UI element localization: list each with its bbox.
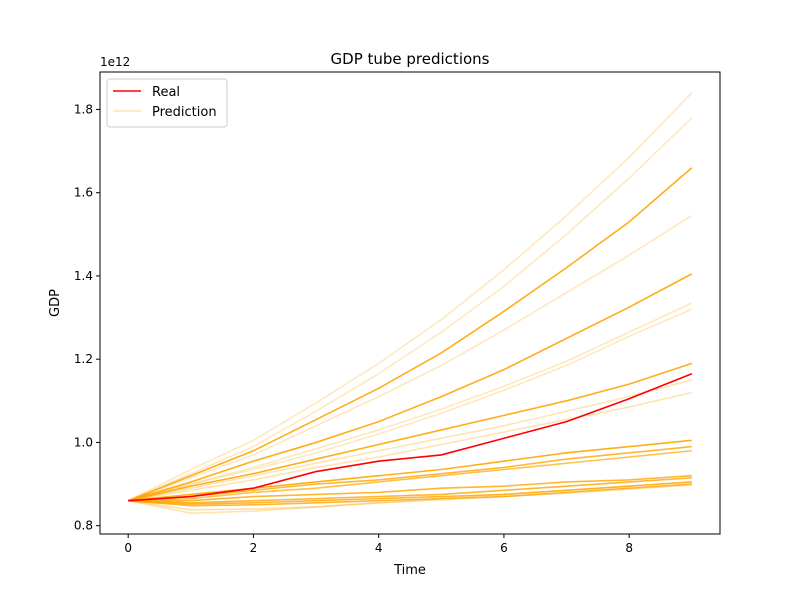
y-tick-label: 1.0 xyxy=(74,435,93,449)
prediction-line-19 xyxy=(128,481,692,514)
plot-frame xyxy=(99,71,721,535)
y-axis-title: GDP xyxy=(48,289,63,317)
x-tick-label: 0 xyxy=(124,541,132,555)
legend-prediction-label: Prediction xyxy=(152,105,217,120)
prediction-line-9 xyxy=(128,379,693,502)
prediction-lines xyxy=(127,92,693,514)
prediction-line-7 xyxy=(127,308,693,502)
x-axis-ticks: 0 2 4 6 8 xyxy=(124,534,633,555)
prediction-line-16 xyxy=(128,481,692,505)
y-tick-label: 1.2 xyxy=(74,352,93,366)
prediction-line-4 xyxy=(127,214,693,502)
y-offset-label: 1e12 xyxy=(100,55,130,69)
prediction-line-6 xyxy=(127,302,693,502)
y-tick-label: 1.4 xyxy=(74,269,93,283)
x-tick-label: 8 xyxy=(625,541,633,555)
prediction-line-3 xyxy=(127,167,693,502)
prediction-line-10 xyxy=(128,391,693,502)
x-tick-label: 4 xyxy=(375,541,383,555)
legend-real-label: Real xyxy=(152,85,180,100)
y-tick-label: 1.8 xyxy=(74,102,93,116)
prediction-line-14 xyxy=(128,474,692,502)
prediction-line-5 xyxy=(127,273,693,502)
y-tick-label: 0.8 xyxy=(74,519,93,533)
real-line-group xyxy=(128,373,693,502)
prediction-line-8 xyxy=(127,362,693,502)
prediction-line-12 xyxy=(128,445,692,502)
prediction-line-18 xyxy=(128,484,692,511)
chart-title: GDP tube predictions xyxy=(331,50,490,68)
prediction-line-17 xyxy=(128,483,692,507)
x-axis-title: Time xyxy=(393,563,426,578)
prediction-line-1 xyxy=(127,92,693,502)
legend: Real Prediction xyxy=(106,78,228,128)
real-line xyxy=(128,373,693,502)
prediction-line-15 xyxy=(128,477,692,504)
x-tick-label: 2 xyxy=(250,541,258,555)
prediction-line-13 xyxy=(128,449,692,502)
y-axis-ticks: 0.8 1.0 1.2 1.4 1.6 1.8 xyxy=(74,102,100,533)
x-tick-label: 6 xyxy=(500,541,508,555)
prediction-line-2 xyxy=(127,117,693,502)
y-tick-label: 1.6 xyxy=(74,186,93,200)
prediction-line-11 xyxy=(128,439,692,502)
